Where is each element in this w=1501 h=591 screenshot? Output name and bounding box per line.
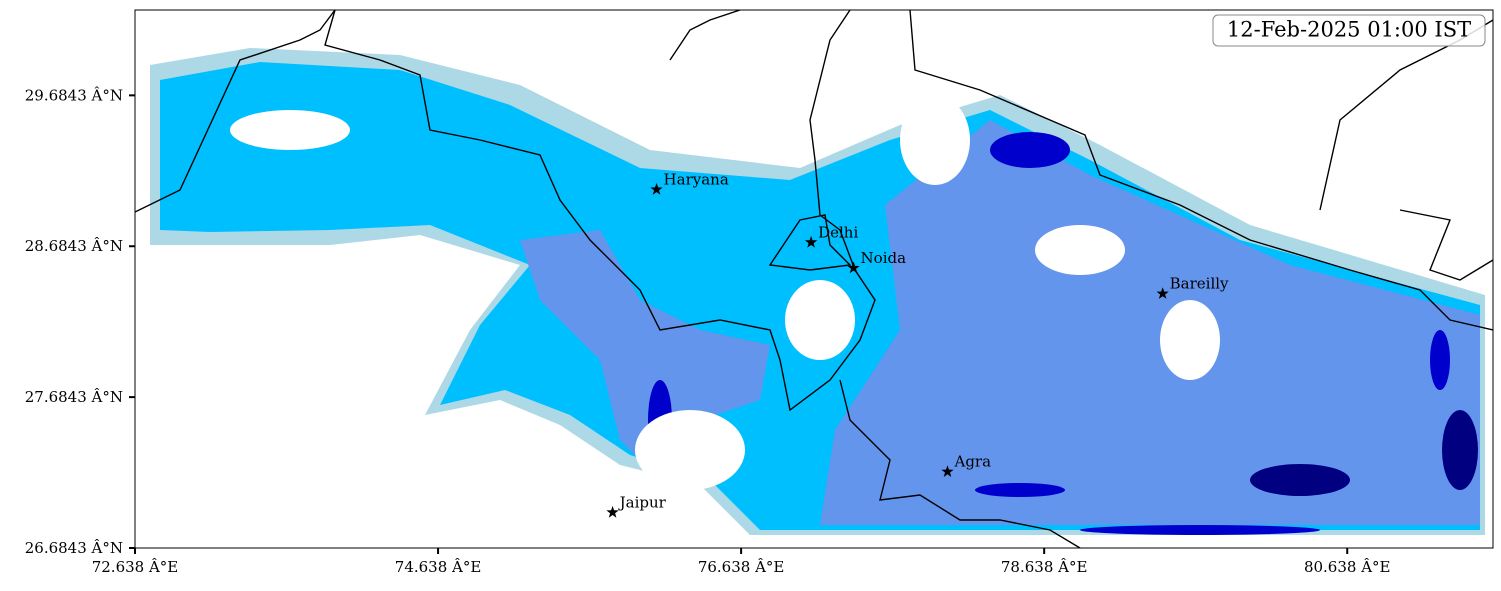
- field-hole: [900, 95, 970, 185]
- city-marker: [1156, 287, 1169, 299]
- border: [669, 10, 741, 61]
- field-cornflower: [520, 230, 770, 470]
- field-hole: [1160, 300, 1220, 380]
- x-tick-label: 78.638 Â°E: [1001, 558, 1088, 576]
- plot-frame: [134, 9, 1494, 549]
- field-hole: [635, 410, 745, 490]
- timestamp-box: [1212, 14, 1486, 47]
- timestamp: 12-Feb-2025 01:00 IST: [1227, 18, 1471, 42]
- x-tick-label: 76.638 Â°E: [698, 558, 785, 576]
- city-label: Agra: [953, 453, 991, 471]
- city-marker: [941, 465, 954, 477]
- field-cornflower: [820, 120, 1480, 525]
- x-tick-label: 72.638 Â°E: [92, 558, 179, 576]
- precip-field: [135, 10, 1493, 548]
- field-dark: [1430, 330, 1450, 390]
- borders: [135, 10, 1493, 548]
- city-marker: [606, 505, 619, 518]
- city-marker: [847, 261, 860, 274]
- field-hole: [1035, 225, 1125, 275]
- field-dark: [975, 483, 1065, 497]
- field-hole: [230, 110, 350, 150]
- x-tick-label: 80.638 Â°E: [1304, 558, 1391, 576]
- border: [909, 10, 1493, 331]
- border: [839, 379, 1081, 548]
- field-dark: [990, 132, 1070, 168]
- city-label: Delhi: [818, 223, 858, 241]
- field-dark: [1080, 525, 1320, 535]
- city-label: Bareilly: [1170, 275, 1229, 293]
- y-tick-label: 28.6843 Â°N: [25, 237, 123, 255]
- city-label: Jaipur: [618, 493, 667, 511]
- y-tick-label: 26.6843 Â°N: [25, 539, 123, 557]
- border: [1319, 19, 1493, 211]
- city-label: Haryana: [664, 171, 729, 189]
- border: [1399, 209, 1493, 281]
- y-tick-label: 27.6843 Â°N: [25, 388, 123, 406]
- city-marker: [804, 235, 818, 248]
- field-hole: [785, 280, 855, 360]
- y-tick-label: 29.6843 Â°N: [25, 86, 123, 104]
- border: [324, 10, 876, 412]
- city-marker: [650, 183, 663, 195]
- field-dark: [1442, 410, 1478, 490]
- border: [135, 10, 336, 213]
- border: [768, 214, 852, 271]
- x-tick-label: 74.638 Â°E: [395, 558, 482, 576]
- field-dark: [1250, 464, 1350, 496]
- city-label: Noida: [861, 249, 907, 267]
